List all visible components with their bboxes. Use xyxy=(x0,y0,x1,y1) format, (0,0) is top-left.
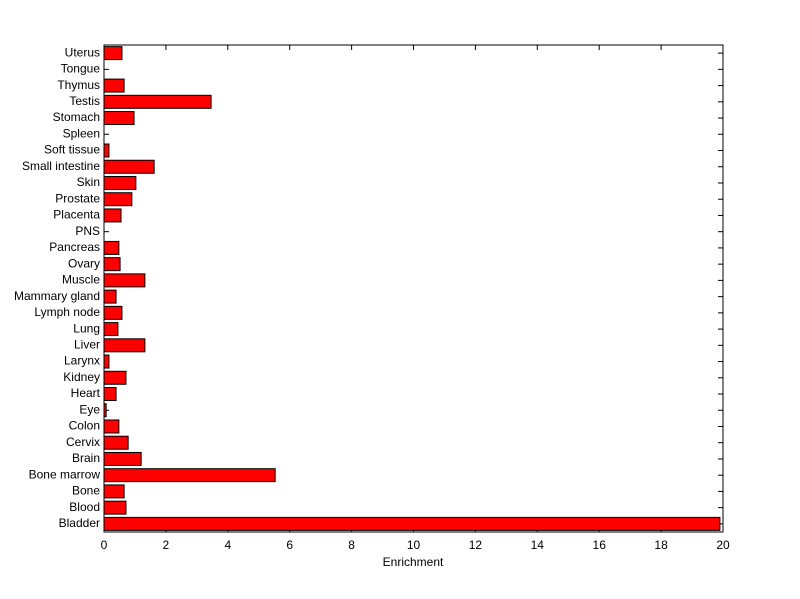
y-tick-label: Cervix xyxy=(66,435,100,449)
y-tick-label: Eye xyxy=(79,402,100,416)
x-axis-label: Enrichment xyxy=(383,555,444,569)
y-tick-label: Heart xyxy=(71,386,101,400)
y-tick-label: Pancreas xyxy=(49,240,100,254)
bar xyxy=(103,305,123,320)
bar xyxy=(103,435,129,450)
y-tick-label: Mammary gland xyxy=(14,289,100,303)
bar xyxy=(103,192,133,207)
y-tick-label: Kidney xyxy=(63,370,100,384)
y-tick-label: Colon xyxy=(69,419,100,433)
x-tick-label: 6 xyxy=(286,538,293,552)
x-tick-label: 10 xyxy=(407,538,421,552)
y-tick-label: Lung xyxy=(73,321,100,335)
bar xyxy=(103,322,119,337)
x-tick-label: 2 xyxy=(163,538,170,552)
y-tick-label: PNS xyxy=(75,224,100,238)
y-tick-label: Uterus xyxy=(65,45,100,59)
y-tick-label: Prostate xyxy=(55,191,100,205)
y-tick-label: Brain xyxy=(72,451,100,465)
bar xyxy=(103,78,125,93)
bar xyxy=(103,289,117,304)
bar xyxy=(103,273,146,288)
bar xyxy=(103,338,146,353)
y-tick-label: Larynx xyxy=(64,354,100,368)
x-tick-label: 0 xyxy=(101,538,108,552)
y-tick-label: Bladder xyxy=(59,516,100,530)
y-tick-label: Bone marrow xyxy=(29,467,101,481)
bar xyxy=(103,159,155,174)
bar xyxy=(103,484,125,499)
bar xyxy=(103,516,721,531)
y-tick-label: Small intestine xyxy=(22,159,100,173)
bar xyxy=(103,175,137,190)
x-tick-label: 4 xyxy=(224,538,231,552)
x-tick-label: 20 xyxy=(716,538,730,552)
x-tick-label: 12 xyxy=(469,538,483,552)
bar xyxy=(103,387,117,402)
x-tick-label: 8 xyxy=(348,538,355,552)
bar xyxy=(103,257,121,272)
bar xyxy=(103,500,127,515)
bar xyxy=(103,240,120,255)
y-tick-label: Tongue xyxy=(61,62,101,76)
y-tick-label: Lymph node xyxy=(34,305,100,319)
y-tick-label: Stomach xyxy=(53,110,100,124)
y-tick-label: Blood xyxy=(69,500,100,514)
y-tick-label: Thymus xyxy=(57,78,100,92)
bar xyxy=(103,111,135,126)
y-tick-label: Liver xyxy=(74,337,100,351)
y-tick-label: Skin xyxy=(77,175,100,189)
y-tick-label: Bone xyxy=(72,484,100,498)
bar xyxy=(103,451,142,466)
x-tick-label: 16 xyxy=(593,538,607,552)
y-tick-label: Placenta xyxy=(53,208,100,222)
y-tick-label: Testis xyxy=(69,94,100,108)
bar xyxy=(103,468,276,483)
plot-frame xyxy=(103,44,724,533)
bar xyxy=(103,370,127,385)
bar xyxy=(103,94,212,109)
x-tick-label: 14 xyxy=(531,538,545,552)
bar xyxy=(103,143,110,158)
bar xyxy=(103,419,120,434)
y-tick-label: Ovary xyxy=(68,256,100,270)
y-tick-label: Soft tissue xyxy=(44,143,100,157)
bar xyxy=(103,354,110,369)
y-tick-label: Spleen xyxy=(63,126,100,140)
y-tick-label: Muscle xyxy=(62,273,100,287)
bar xyxy=(103,208,122,223)
bar xyxy=(103,46,123,61)
x-tick-label: 18 xyxy=(654,538,668,552)
